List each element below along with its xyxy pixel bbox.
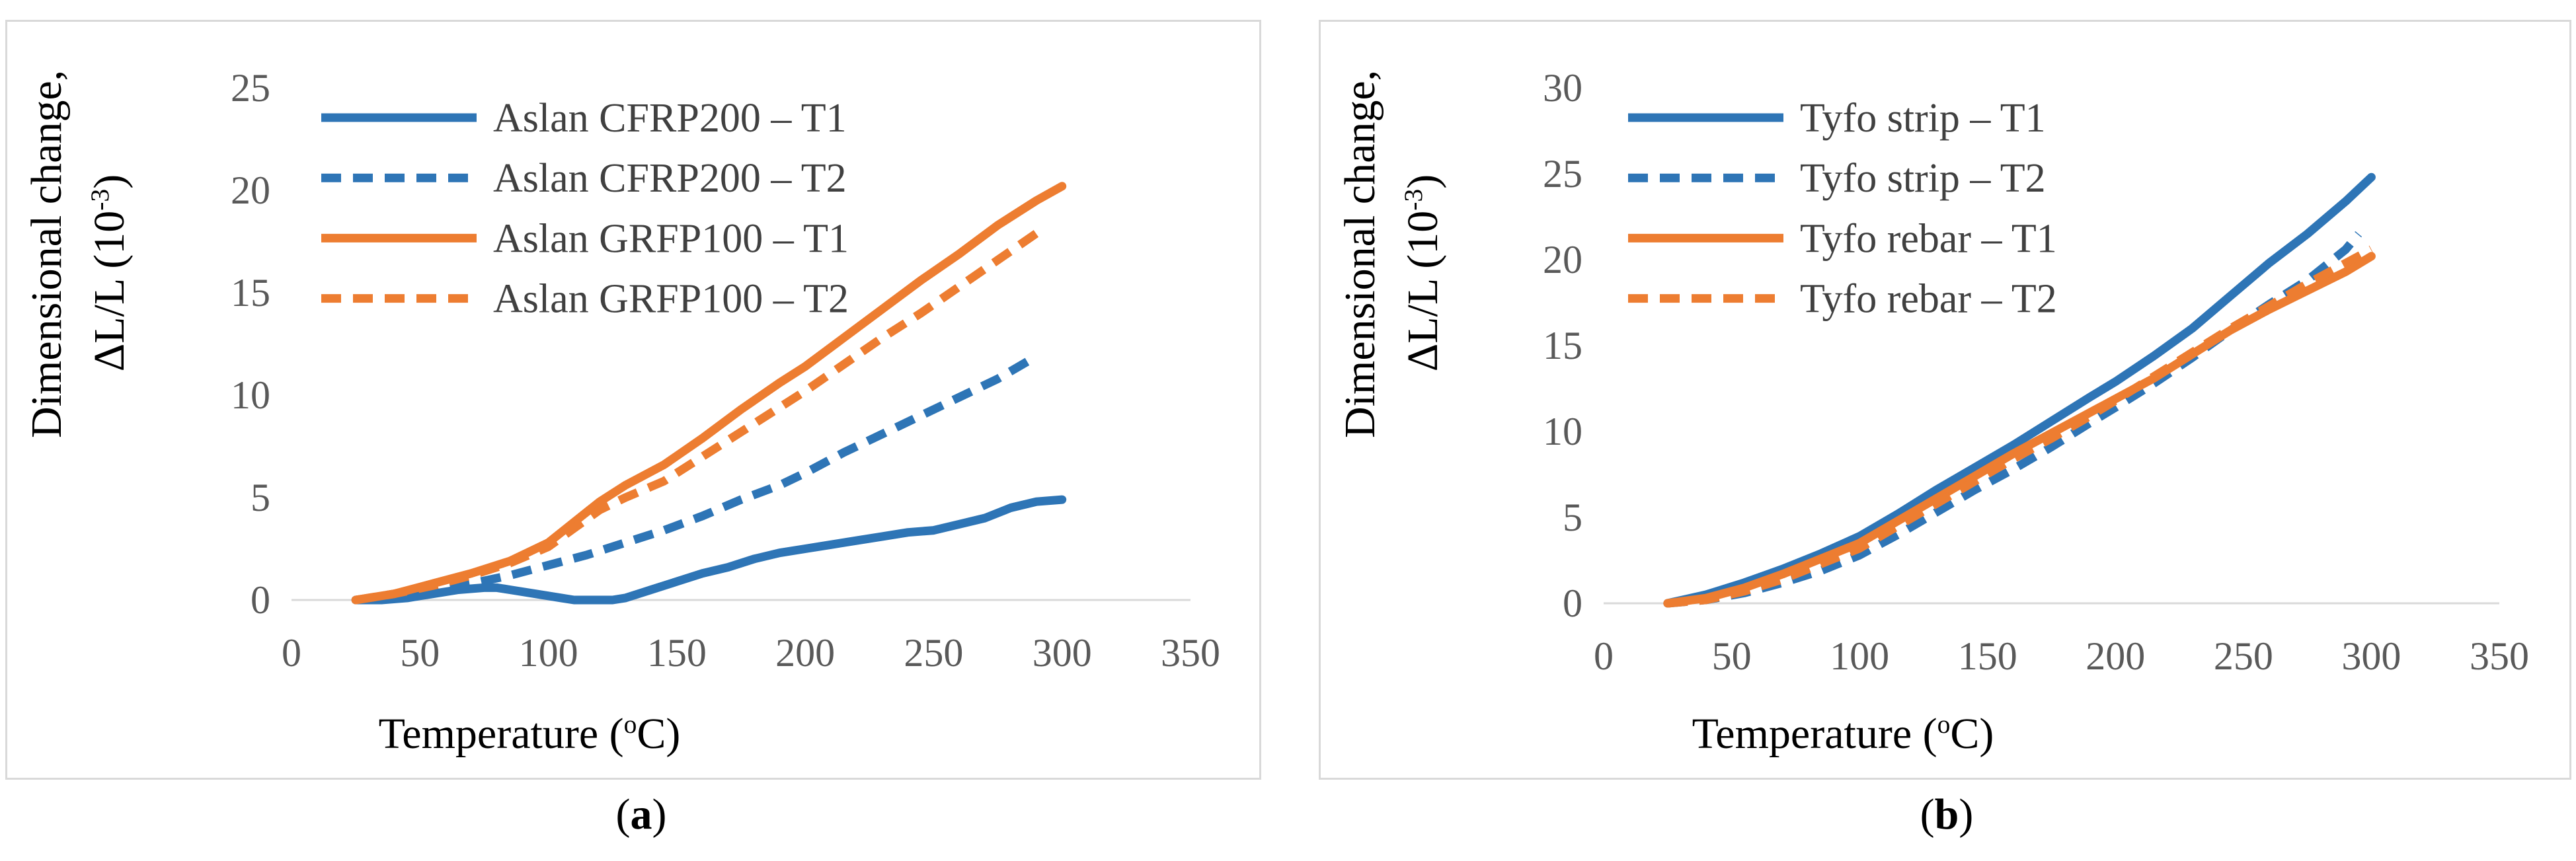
chart-a-y-tick-label: 15 bbox=[231, 271, 270, 315]
chart-a-y-tick-label: 0 bbox=[251, 578, 270, 622]
chart-a-series-line-1 bbox=[351, 495, 1067, 605]
chart-b-xlabel: Temperature (oC) bbox=[1692, 710, 1994, 758]
chart-b-x-tick-label: 0 bbox=[1594, 634, 1614, 678]
chart-b-plot: 0 50 100 150 200 250 300 350 0 5 10 15 20 25 30 Tyfo st… bbox=[1543, 66, 2529, 678]
chart-a-x-tick-label: 150 bbox=[647, 631, 707, 675]
chart-a-ylabel: Dimensional change, ΔL/L (10-3) bbox=[20, 69, 134, 438]
chart-b-y-tick-label: 20 bbox=[1543, 238, 1582, 281]
chart-b-ylabel-line2: ΔL/L (10-3) bbox=[1399, 174, 1447, 372]
chart-a-x-tick-label: 0 bbox=[282, 631, 301, 675]
chart-a-legend-label-4: Aslan GRFP100 – T2 bbox=[493, 277, 849, 322]
chart-a-y-tick-label: 20 bbox=[231, 168, 270, 212]
chart-a-y-tick-label: 25 bbox=[231, 66, 270, 110]
chart-b-ylabel: Dimensional change, ΔL/L (10-3) bbox=[1334, 69, 1447, 438]
chart-a-ylabel-line1: Dimensional change, bbox=[22, 69, 71, 438]
chart-a-legend-label-3: Aslan GRFP100 – T1 bbox=[493, 216, 849, 261]
chart-b-x-tick-label: 250 bbox=[2214, 634, 2273, 678]
chart-a-x-tick-label: 350 bbox=[1161, 631, 1220, 675]
chart-b-y-tick-label: 15 bbox=[1543, 324, 1582, 367]
chart-a-plot: 0 50 100 150 200 250 300 350 0 5 10 15 20 25 Aslan CFR… bbox=[231, 66, 1220, 675]
chart-b-x-tick-label: 300 bbox=[2341, 634, 2401, 678]
chart-panel-a: 0 50 100 150 200 250 300 350 0 5 10 15 20 25 Aslan CFR… bbox=[5, 20, 1261, 780]
chart-b-y-tick-label: 5 bbox=[1563, 496, 1582, 539]
chart-a-x-tick-label: 250 bbox=[904, 631, 963, 675]
chart-a-y-tick-label: 5 bbox=[251, 476, 270, 519]
chart-b-legend-label-4: Tyfo rebar – T2 bbox=[1800, 277, 2057, 322]
chart-b-x-tick-label: 100 bbox=[1830, 634, 1889, 678]
chart-b-ylabel-line1: Dimensional change, bbox=[1336, 69, 1384, 438]
chart-b-y-tick-label: 25 bbox=[1543, 152, 1582, 196]
caption-a: (a) bbox=[615, 790, 667, 839]
chart-a-x-tick-label: 50 bbox=[400, 631, 440, 675]
chart-b-series-line-1 bbox=[1663, 172, 2376, 608]
chart-b-y-tick-label: 10 bbox=[1543, 410, 1582, 453]
chart-b-legend-label-2: Tyfo strip – T2 bbox=[1800, 156, 2046, 201]
chart-a-x-tick-label: 300 bbox=[1033, 631, 1092, 675]
chart-a-x-tick-label: 100 bbox=[519, 631, 578, 675]
chart-b-series-line-4 bbox=[1667, 245, 2374, 608]
chart-a-x-tick-label: 200 bbox=[775, 631, 835, 675]
chart-b-y-tick-label: 0 bbox=[1563, 581, 1582, 625]
caption-b: (b) bbox=[1920, 790, 1974, 839]
chart-a-legend-label-2: Aslan CFRP200 – T2 bbox=[493, 156, 847, 201]
chart-a-series-line-4 bbox=[355, 229, 1039, 605]
chart-b-y-tick-label: 30 bbox=[1543, 66, 1582, 110]
chart-b-x-tick-label: 50 bbox=[1712, 634, 1752, 678]
chart-a-xlabel: Temperature (oC) bbox=[378, 710, 681, 758]
chart-b-x-tick-label: 150 bbox=[1958, 634, 2017, 678]
chart-b-x-tick-label: 200 bbox=[2086, 634, 2145, 678]
chart-panel-b: 0 50 100 150 200 250 300 350 0 5 10 15 20 25 30 Tyfo st… bbox=[1319, 20, 2571, 780]
chart-b-legend-label-3: Tyfo rebar – T1 bbox=[1800, 216, 2057, 261]
chart-a-y-tick-label: 10 bbox=[231, 373, 270, 417]
chart-a-legend-label-1: Aslan CFRP200 – T1 bbox=[493, 96, 847, 141]
chart-a-ylabel-line2: ΔL/L (10-3) bbox=[85, 174, 134, 372]
chart-a-series-line-2 bbox=[355, 352, 1039, 605]
chart-b-x-tick-label: 350 bbox=[2470, 634, 2529, 678]
chart-b-legend-label-1: Tyfo strip – T1 bbox=[1800, 96, 2046, 141]
